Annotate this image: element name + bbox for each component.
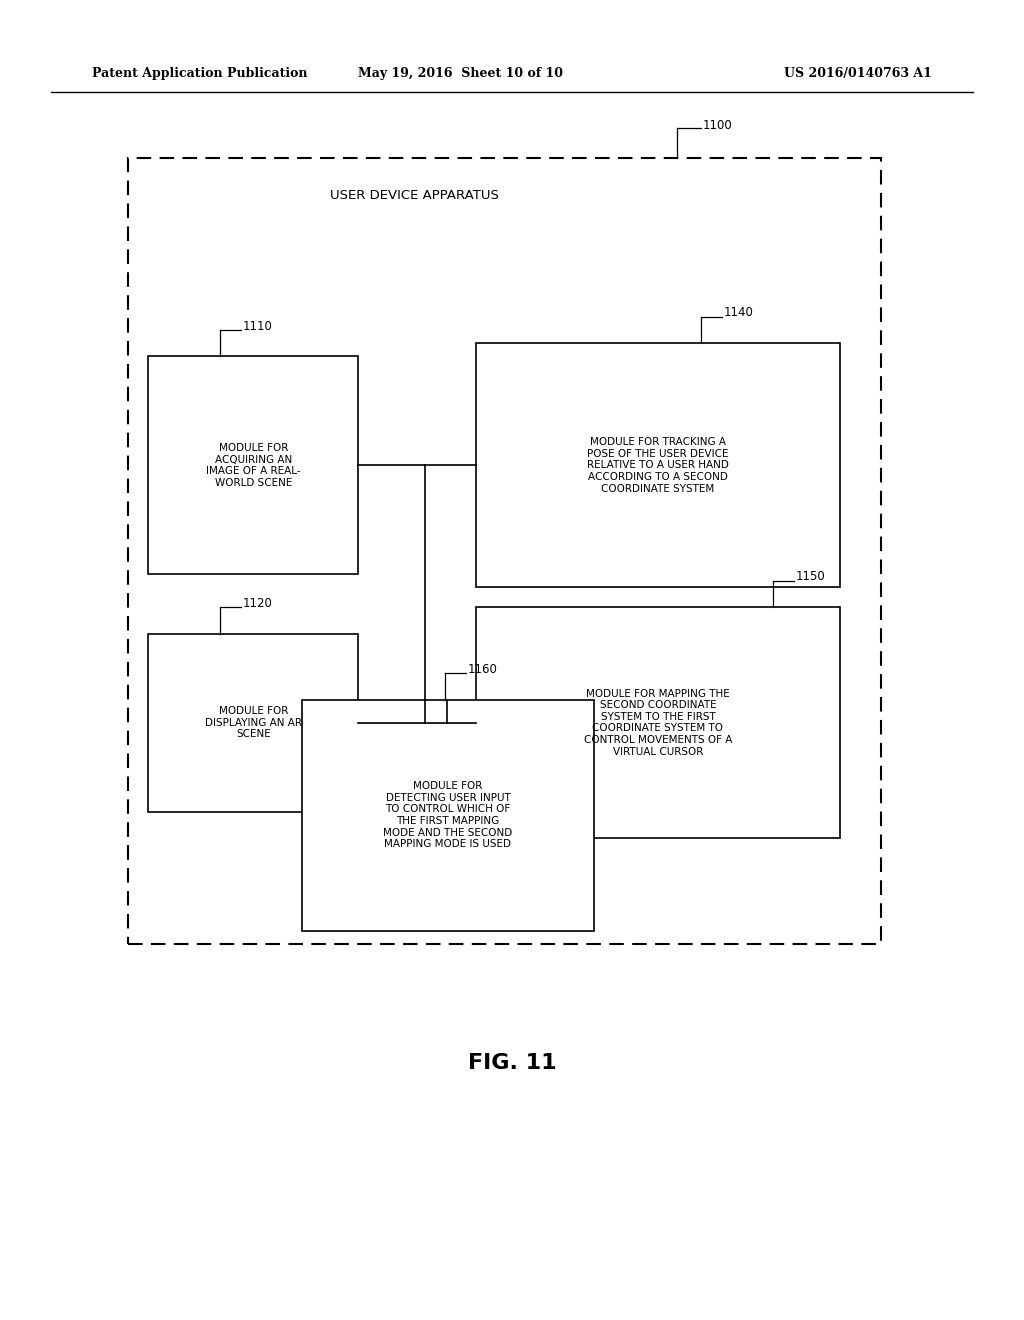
Text: MODULE FOR
ACQUIRING AN
IMAGE OF A REAL-
WORLD SCENE: MODULE FOR ACQUIRING AN IMAGE OF A REAL-…: [206, 444, 301, 487]
Bar: [128, 158, 881, 944]
Text: 1110: 1110: [243, 319, 272, 333]
Text: 1140: 1140: [724, 306, 754, 319]
Bar: [148, 634, 358, 812]
Text: MODULE FOR
DISPLAYING AN AR
SCENE: MODULE FOR DISPLAYING AN AR SCENE: [205, 706, 302, 739]
Text: May 19, 2016  Sheet 10 of 10: May 19, 2016 Sheet 10 of 10: [358, 67, 563, 81]
Text: FIG. 11: FIG. 11: [468, 1052, 556, 1073]
Text: 1100: 1100: [703, 119, 733, 132]
Text: 1160: 1160: [468, 663, 498, 676]
Text: MODULE FOR TRACKING A
POSE OF THE USER DEVICE
RELATIVE TO A USER HAND
ACCORDING : MODULE FOR TRACKING A POSE OF THE USER D…: [587, 437, 729, 494]
Text: 1150: 1150: [796, 570, 825, 583]
Bar: [148, 356, 358, 574]
Text: MODULE FOR MAPPING THE
SECOND COORDINATE
SYSTEM TO THE FIRST
COORDINATE SYSTEM T: MODULE FOR MAPPING THE SECOND COORDINATE…: [584, 689, 732, 756]
Text: US 2016/0140763 A1: US 2016/0140763 A1: [784, 67, 932, 81]
Text: USER DEVICE APPARATUS: USER DEVICE APPARATUS: [330, 189, 499, 202]
Bar: [476, 343, 840, 587]
Text: MODULE FOR
DETECTING USER INPUT
TO CONTROL WHICH OF
THE FIRST MAPPING
MODE AND T: MODULE FOR DETECTING USER INPUT TO CONTR…: [383, 781, 513, 849]
Bar: [302, 700, 594, 931]
Text: 1120: 1120: [243, 597, 272, 610]
Text: Patent Application Publication: Patent Application Publication: [92, 67, 307, 81]
Bar: [476, 607, 840, 838]
